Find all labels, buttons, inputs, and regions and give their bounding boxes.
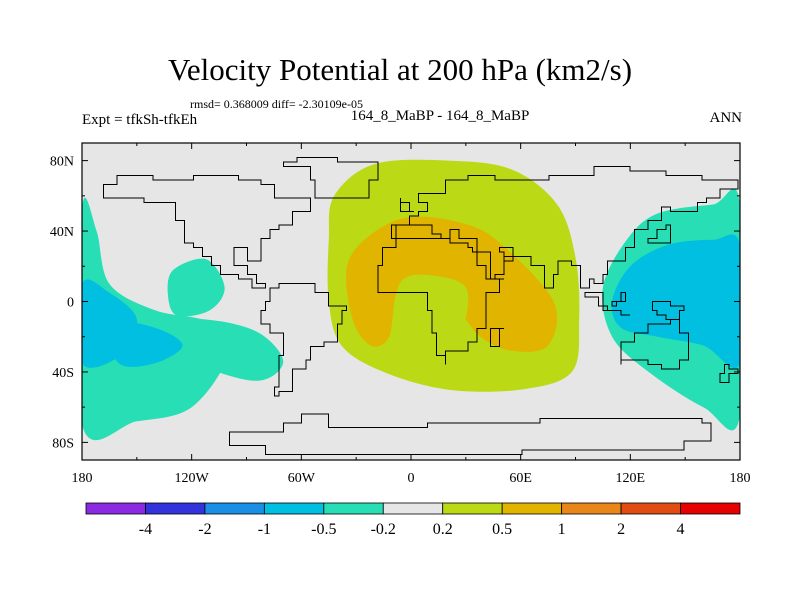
chart-title: Velocity Potential at 200 hPa (km2/s) [167, 52, 633, 87]
colorbar: -4 -2 -1 -0.5 -0.2 0.2 0.5 1 2 4 [85, 502, 741, 538]
colorbar-box-0 [85, 502, 146, 515]
x-tick-label-3: 0 [408, 471, 415, 486]
y-tick-label-2: 0 [67, 296, 74, 311]
x-tick-label-0: 180 [72, 471, 93, 486]
coastline-layer [103, 157, 739, 455]
coastline-arabian-gulf [499, 247, 514, 261]
axes-layer: 180 120W 60W 0 60E 120E 180 80N 40N 0 40S 80S [50, 143, 751, 486]
colorbar-label-0: -4 [139, 521, 152, 538]
colorbar-label-8: 2 [617, 521, 625, 538]
coastline-uk [400, 198, 414, 212]
x-tick-label-6: 180 [730, 471, 751, 486]
case-label: 164_8_MaBP - 164_8_MaBP [350, 108, 530, 124]
coastline-greenland [283, 157, 379, 199]
colorbar-label-3: -0.5 [311, 521, 336, 538]
colorbar-box-3 [263, 502, 325, 515]
colorbar-label-9: 4 [677, 521, 685, 538]
colorbar-box-5 [382, 502, 444, 515]
coastline-australia [620, 319, 689, 370]
colorbar-box-4 [323, 502, 384, 515]
colorbar-label-4: -0.2 [371, 521, 396, 538]
colorbar-box-8 [561, 502, 622, 515]
x-tick-label-2: 60W [288, 471, 316, 486]
colorbar-label-1: -2 [198, 521, 211, 538]
coastline-africa [377, 238, 504, 365]
colorbar-box-6 [442, 502, 503, 515]
contour-region-negative-east-inner [611, 234, 740, 369]
coastline-madagascar [490, 328, 504, 347]
colorbar-box-1 [145, 502, 206, 515]
y-tick-label-0: 80N [50, 155, 74, 170]
x-tick-label-4: 60E [509, 471, 532, 486]
coastline-borneo [611, 292, 626, 307]
y-tick-label-4: 80S [52, 436, 74, 451]
experiment-label: Expt = tfkSh-tfkEh [82, 112, 198, 128]
contour-region-negative-west-island [167, 258, 225, 317]
y-tick-label-1: 40N [50, 225, 74, 240]
y-tick-label-3: 40S [52, 366, 74, 381]
x-tick-label-1: 120W [175, 471, 210, 486]
contour-region-negative-west-blob [127, 308, 284, 381]
coastline-japan [647, 224, 671, 244]
coastline-eurasia [391, 166, 739, 289]
colorbar-label-7: 1 [558, 521, 566, 538]
contour-fill-layer [82, 159, 740, 441]
stats-label: rmsd= 0.368009 diff= -2.30109e-05 [190, 97, 363, 111]
coastline-new-zealand [719, 364, 739, 383]
contour-region-positive-core-notch [395, 274, 469, 341]
colorbar-box-9 [620, 502, 681, 515]
colorbar-label-5: 0.2 [433, 521, 453, 538]
coastline-new-guinea [652, 301, 685, 320]
coastline-indonesia [584, 292, 630, 316]
colorbar-label-2: -1 [258, 521, 271, 538]
coastline-north-america [103, 175, 311, 289]
coastline-antarctica [229, 413, 712, 455]
colorbar-label-6: 0.5 [492, 521, 512, 538]
colorbar-box-7 [501, 502, 563, 515]
contour-region-negative-west-inner-2 [107, 320, 183, 367]
colorbar-box-2 [204, 502, 265, 515]
x-tick-label-5: 120E [616, 471, 646, 486]
coastline-south-america [260, 283, 347, 397]
colorbar-box-10 [680, 502, 741, 515]
season-label: ANN [709, 110, 743, 126]
